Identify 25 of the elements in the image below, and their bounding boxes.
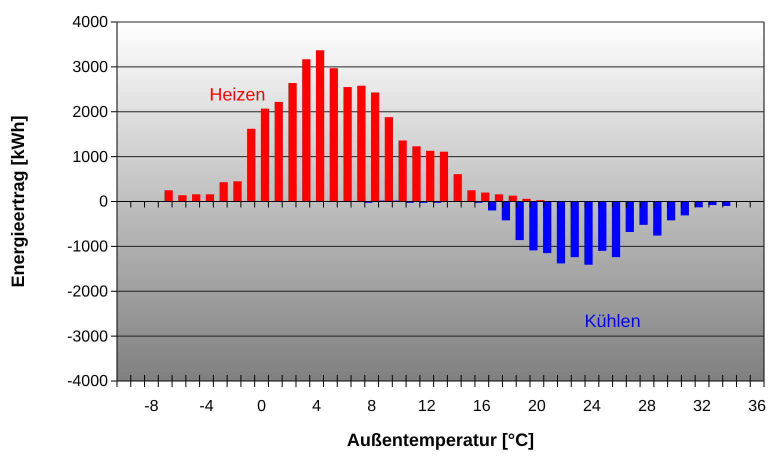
y-tick-label: 3000 [72, 58, 108, 76]
y-tick-label: -4000 [67, 373, 108, 390]
x-tick-label: 36 [748, 398, 766, 415]
y-tick-label: 2000 [72, 104, 108, 121]
x-tick-label: 4 [312, 398, 322, 415]
y-axis-title: Energieertrag [kWh] [8, 115, 28, 288]
text: Kühlen [584, 310, 641, 331]
x-tick-label: -4 [199, 398, 214, 415]
x-axis-title: Außentemperatur [°C] [346, 430, 534, 450]
x-tick-label: 20 [528, 398, 546, 415]
y-tick-label: 4000 [72, 14, 108, 32]
y-tick-label: -2000 [67, 283, 108, 300]
x-tick-label: 8 [367, 398, 376, 415]
x-tick-label: 28 [638, 398, 656, 415]
x-tick-label: 16 [472, 398, 491, 415]
x-tick-label: -8 [144, 398, 159, 415]
x-tick-label: 0 [257, 398, 266, 415]
y-tick-label: -1000 [67, 238, 108, 256]
y-tick-label: 0 [99, 194, 108, 211]
y-tick-label: 1000 [72, 148, 108, 166]
x-tick-label: 12 [418, 398, 436, 415]
series-label: Heizen [209, 84, 266, 104]
x-tick-label: 32 [693, 398, 712, 415]
x-tick-label: 24 [583, 398, 601, 415]
y-tick-label: -3000 [67, 328, 108, 346]
